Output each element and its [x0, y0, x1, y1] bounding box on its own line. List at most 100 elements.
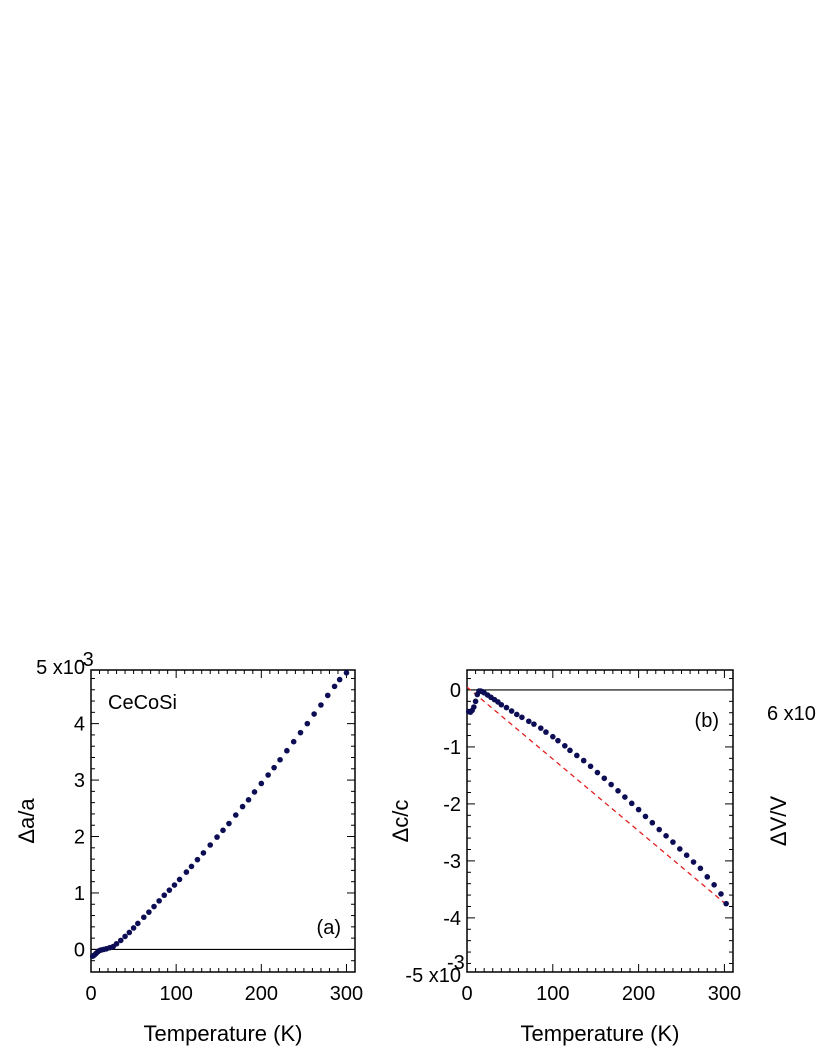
panel-b-x-tick-label: 100	[536, 983, 569, 1005]
panel-b-data-point	[711, 882, 717, 888]
panel-a-data-point	[113, 940, 120, 947]
panel-a-data-point	[311, 711, 317, 717]
panel-b-data-point	[608, 781, 614, 788]
panel-b-y-exponent: -3	[447, 952, 465, 974]
panel-a-data-point	[200, 850, 207, 856]
panel-a-data-point	[171, 882, 178, 888]
panel-b-fit-line	[466, 686, 730, 907]
panel-c-tick-label: 6 x10	[767, 703, 816, 725]
panel-a-y-tick-label: 2	[74, 827, 85, 849]
panel-a-data-point	[161, 892, 168, 899]
panel-a-sample-label: CeCoSi	[108, 692, 177, 714]
panel-a-data-point	[232, 812, 239, 818]
panel-b-data-point	[663, 833, 669, 839]
panel-b-y-axis-title: Δc/c	[388, 800, 413, 843]
panel-a-data-point	[258, 780, 265, 787]
panel-b-y-tick-label: -2	[443, 794, 461, 816]
panel-a-data-point	[214, 834, 220, 840]
panel-a-x-tick-label: 300	[330, 983, 363, 1005]
panel-a-data-point	[251, 789, 258, 795]
panel-a-data-point	[324, 692, 331, 699]
panel-b-data-point	[704, 874, 711, 880]
panel-a-data-point	[343, 670, 350, 676]
panel-b-data-point	[519, 714, 525, 721]
panel-b-data-point	[567, 747, 573, 754]
panel-b-data-point	[594, 769, 601, 776]
panel-c-cut: 6 x10 ΔV/V	[766, 703, 816, 846]
panel-b-x-tick-label: 200	[622, 983, 655, 1005]
panel-b-y-tick-label: -5 x10	[405, 965, 461, 987]
panel-a-data-point	[156, 898, 162, 904]
panel-b-data-point	[574, 752, 580, 759]
panel-b-x-axis-title: Temperature (K)	[521, 1021, 680, 1046]
panel-b-x-tick-label: 0	[461, 983, 472, 1005]
panel-a-data-point	[146, 909, 152, 915]
panel-b-data-point	[580, 757, 587, 764]
panel-a-data-point	[220, 827, 226, 834]
panel-a-frame	[90, 669, 356, 973]
panel-a-x-axis-title: Temperature (K)	[144, 1021, 303, 1046]
panel-a-y-tick-label: 4	[74, 714, 85, 736]
panel-b-data-point	[697, 865, 704, 872]
panel-b-data-point	[472, 698, 479, 705]
panel-a-y-tick-label: 1	[74, 883, 85, 905]
panel-b-data-point	[525, 718, 532, 725]
panel-a-y-tick-label: 5 x10	[36, 657, 85, 679]
panel-a-tag: (a)	[317, 917, 341, 939]
panel-a-data-point	[207, 842, 214, 848]
panel-c-y-axis-title: ΔV/V	[766, 796, 791, 846]
panel-a-data-point	[245, 797, 252, 803]
panel-b-data-point	[622, 794, 628, 800]
panel-a-x-tick-label: 100	[159, 983, 192, 1005]
panel-b-data-point	[508, 708, 515, 714]
panel-a-data-point	[318, 702, 324, 708]
panel-b-y-tick-label: -4	[443, 908, 461, 930]
panel-a-data-point	[183, 869, 190, 875]
panel-a-data-point	[194, 856, 201, 863]
panel-b-data-point	[635, 806, 642, 813]
panel-a-data-point	[290, 738, 297, 745]
panel-b-data-point	[718, 891, 724, 897]
panel-b-data-point	[670, 839, 676, 845]
panel-b-data-point	[628, 800, 635, 807]
panel-b-data-point	[723, 900, 729, 907]
panel-a-data-point	[277, 756, 283, 763]
panel-a-x-tick-label: 200	[245, 983, 278, 1005]
panel-a-data-point	[118, 937, 124, 944]
panel-b-data-point	[562, 742, 568, 749]
panel-a-data-point	[226, 820, 232, 827]
panel-b-data-point	[649, 819, 656, 826]
panel-a-data-point	[188, 863, 195, 870]
panel-b-data-point	[615, 788, 621, 794]
panel-a-data-point	[141, 914, 147, 921]
panel-a-data-point	[284, 747, 290, 754]
panel-a-y-axis-title: Δa/a	[14, 798, 39, 844]
panel-b-data-point	[642, 813, 649, 820]
panel-b-y-tick-label: 0	[450, 680, 461, 702]
panel-a-y-exponent: -3	[76, 649, 94, 671]
panel-a-data-point	[265, 772, 271, 778]
panel-b-data-point	[550, 733, 556, 740]
panel-b-data-point	[677, 846, 683, 852]
panel-b-data-point	[601, 775, 608, 782]
panel-a-data-point	[130, 925, 137, 931]
panel-b-y-tick-label: -1	[443, 737, 461, 759]
panel-b-data-point	[513, 711, 520, 718]
panel-b-data-point	[690, 859, 697, 865]
panel-a-data-point	[122, 933, 128, 940]
panel-b-data-point	[471, 704, 477, 710]
panel-a-data-point	[135, 920, 141, 927]
panel-b-data-point	[537, 725, 544, 731]
panel-b-data-point	[683, 852, 690, 858]
panel-a-y-tick-label: 3	[74, 770, 85, 792]
panel-b-data-point	[531, 721, 537, 727]
panel-a-data-point	[331, 683, 338, 690]
panel-a-data-point	[304, 720, 311, 727]
panel-b-data-point	[656, 826, 663, 833]
panel-a-data-point	[271, 764, 277, 771]
panel-b-data-point	[498, 701, 505, 708]
panel-b-frame	[466, 669, 734, 973]
panel-b-x-tick-label: 300	[708, 983, 741, 1005]
panel-a-x-tick-label: 0	[85, 983, 96, 1005]
